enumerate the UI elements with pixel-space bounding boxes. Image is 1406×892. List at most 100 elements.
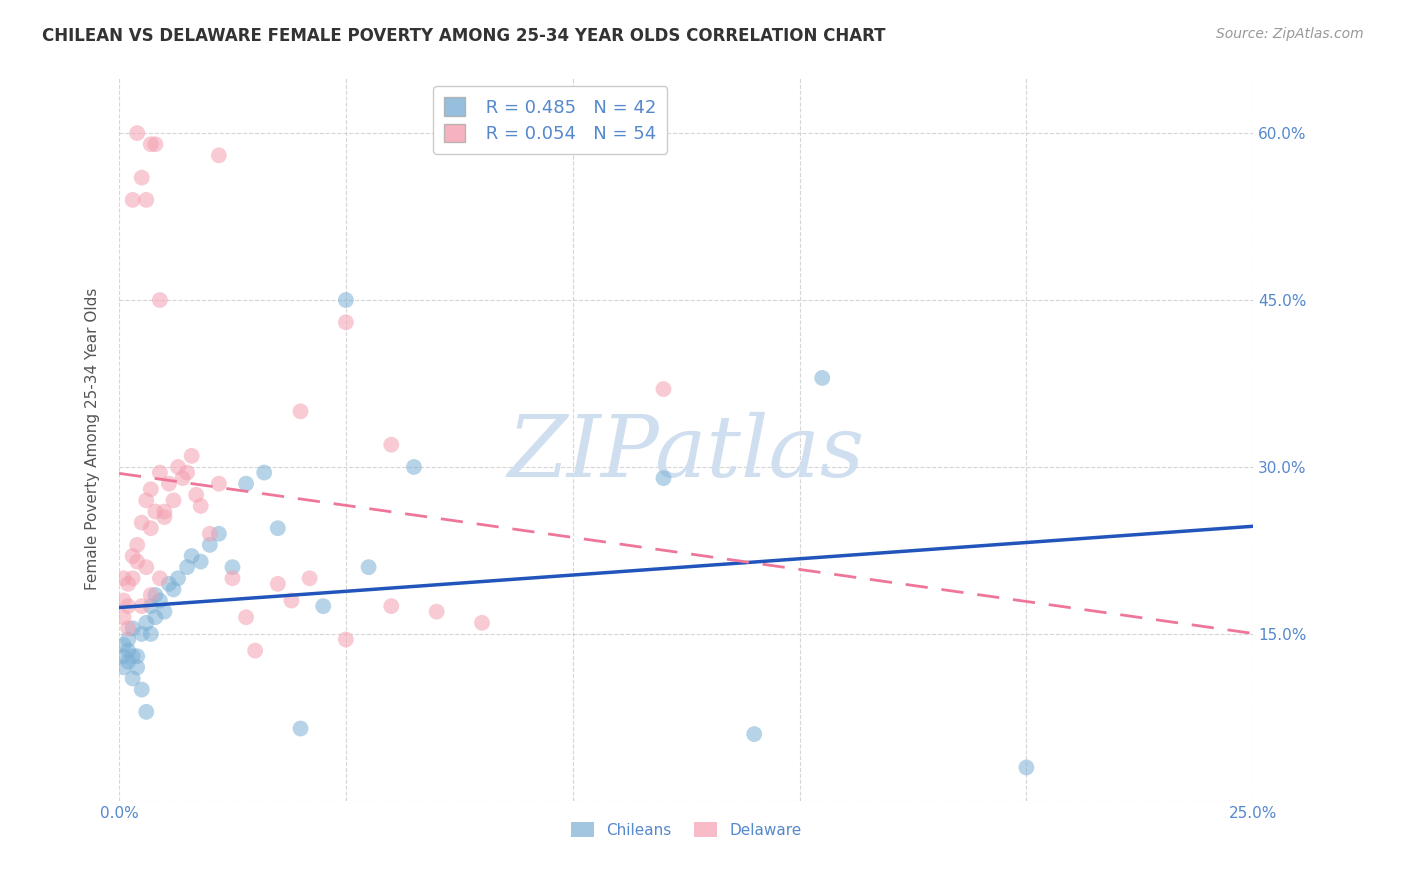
Point	[157, 577, 180, 591]
Point	[131, 599, 153, 613]
Point	[335, 315, 357, 329]
Point	[335, 632, 357, 647]
Point	[221, 571, 243, 585]
Point	[117, 621, 139, 635]
Point	[112, 571, 135, 585]
Point	[139, 482, 162, 496]
Point	[117, 632, 139, 647]
Point	[139, 599, 162, 613]
Point	[312, 599, 335, 613]
Point	[112, 593, 135, 607]
Point	[162, 493, 184, 508]
Point	[235, 610, 257, 624]
Point	[127, 538, 149, 552]
Point	[135, 615, 157, 630]
Point	[742, 727, 765, 741]
Point	[190, 499, 212, 513]
Point	[357, 560, 380, 574]
Point	[267, 521, 290, 535]
Point	[1015, 760, 1038, 774]
Point	[121, 621, 143, 635]
Point	[135, 705, 157, 719]
Point	[176, 560, 198, 574]
Point	[121, 571, 143, 585]
Point	[180, 549, 202, 563]
Point	[112, 660, 135, 674]
Point	[121, 649, 143, 664]
Point	[117, 577, 139, 591]
Point	[380, 438, 402, 452]
Point	[208, 526, 231, 541]
Point	[143, 137, 166, 152]
Point	[267, 577, 290, 591]
Point	[811, 371, 834, 385]
Point	[112, 638, 135, 652]
Text: Source: ZipAtlas.com: Source: ZipAtlas.com	[1216, 27, 1364, 41]
Point	[121, 672, 143, 686]
Point	[167, 571, 190, 585]
Point	[221, 560, 243, 574]
Point	[143, 610, 166, 624]
Point	[190, 555, 212, 569]
Point	[139, 521, 162, 535]
Point	[153, 510, 176, 524]
Point	[131, 516, 153, 530]
Point	[290, 722, 312, 736]
Point	[162, 582, 184, 597]
Point	[208, 476, 231, 491]
Point	[172, 471, 194, 485]
Point	[253, 466, 276, 480]
Point	[131, 682, 153, 697]
Point	[290, 404, 312, 418]
Point	[139, 627, 162, 641]
Point	[112, 610, 135, 624]
Point	[280, 593, 302, 607]
Point	[135, 493, 157, 508]
Point	[127, 649, 149, 664]
Point	[121, 193, 143, 207]
Point	[139, 137, 162, 152]
Point	[149, 571, 172, 585]
Point	[131, 170, 153, 185]
Text: CHILEAN VS DELAWARE FEMALE POVERTY AMONG 25-34 YEAR OLDS CORRELATION CHART: CHILEAN VS DELAWARE FEMALE POVERTY AMONG…	[42, 27, 886, 45]
Point	[167, 460, 190, 475]
Point	[471, 615, 494, 630]
Point	[139, 588, 162, 602]
Point	[117, 655, 139, 669]
Point	[652, 471, 675, 485]
Point	[143, 588, 166, 602]
Point	[186, 488, 208, 502]
Point	[149, 593, 172, 607]
Point	[153, 504, 176, 518]
Point	[198, 538, 221, 552]
Point	[135, 193, 157, 207]
Point	[157, 476, 180, 491]
Point	[117, 599, 139, 613]
Point	[153, 605, 176, 619]
Point	[149, 466, 172, 480]
Point	[121, 549, 143, 563]
Point	[135, 560, 157, 574]
Point	[298, 571, 321, 585]
Point	[402, 460, 425, 475]
Point	[235, 476, 257, 491]
Point	[198, 526, 221, 541]
Point	[243, 643, 266, 657]
Y-axis label: Female Poverty Among 25-34 Year Olds: Female Poverty Among 25-34 Year Olds	[86, 288, 100, 591]
Point	[380, 599, 402, 613]
Point	[335, 293, 357, 307]
Point	[112, 649, 135, 664]
Legend: Chileans, Delaware: Chileans, Delaware	[565, 815, 807, 844]
Point	[131, 627, 153, 641]
Point	[426, 605, 449, 619]
Text: ZIPatlas: ZIPatlas	[508, 412, 865, 495]
Point	[652, 382, 675, 396]
Point	[127, 126, 149, 140]
Point	[149, 293, 172, 307]
Point	[143, 504, 166, 518]
Point	[180, 449, 202, 463]
Point	[127, 660, 149, 674]
Point	[117, 643, 139, 657]
Point	[127, 555, 149, 569]
Point	[176, 466, 198, 480]
